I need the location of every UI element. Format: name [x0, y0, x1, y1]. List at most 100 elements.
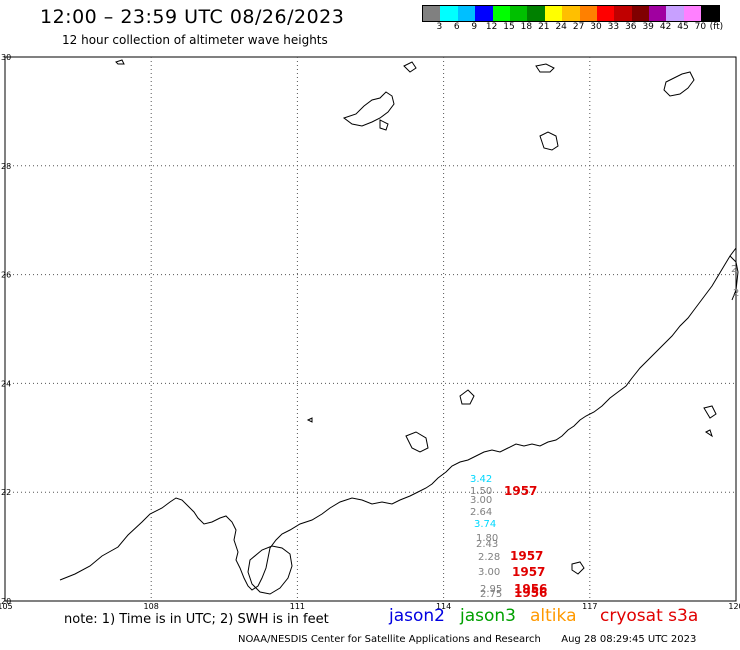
legend-label: 15: [503, 22, 515, 32]
legend-swatch: [509, 6, 528, 21]
legend-swatch: [423, 6, 441, 21]
wave-height-value: 2.28: [478, 552, 500, 563]
timestamp: Aug 28 08:29:45 UTC 2023: [561, 634, 697, 645]
legend-swatch: [649, 6, 667, 21]
legend-labels: 3 6 9 12 15 18 21 24 27 30 33 36 39 42 45 70 (ft): [422, 22, 740, 34]
wave-height-value: 2.64: [470, 507, 492, 518]
chart-subtitle: 12 hour collection of altimeter wave hei…: [62, 33, 328, 47]
legend-unit: (ft): [709, 22, 724, 32]
grid-lines: [5, 57, 736, 601]
legend-label: 42: [659, 22, 672, 32]
legend-label: 27: [572, 22, 585, 32]
legend-label: 24: [555, 22, 567, 32]
legend-swatch: [475, 6, 493, 21]
island-2: [703, 405, 717, 419]
legend-label: 33: [607, 22, 620, 32]
island-5: [705, 429, 713, 438]
island-1: [459, 389, 475, 405]
estuary: [405, 431, 429, 453]
lat-label: 30: [1, 53, 11, 62]
wave-height-value: 2.43: [476, 539, 498, 550]
island-3: [571, 561, 585, 575]
lon-label: 114: [436, 602, 451, 611]
hainan-island: [247, 545, 293, 595]
lon-label: 117: [582, 602, 597, 611]
lat-label: 24: [1, 379, 11, 388]
lon-label: 105: [0, 602, 13, 611]
legend-swatch: [457, 6, 476, 21]
lon-label: 111: [290, 602, 305, 611]
legend-swatch: [631, 6, 650, 21]
legend-label: 70: [694, 22, 707, 32]
lake-3: [539, 131, 559, 151]
lake-5: [403, 61, 417, 73]
wave-height-value: 3.74: [474, 519, 496, 530]
legend-label: 39: [642, 22, 654, 32]
lat-label: 20: [1, 597, 11, 606]
lake-2: [379, 119, 389, 131]
legend-label: 36: [625, 22, 637, 32]
legend-label: 9: [471, 22, 478, 32]
legend-swatch: [596, 6, 615, 21]
wave-height-value: 1.80: [476, 533, 498, 544]
pass-time: 1957: [512, 565, 545, 579]
pass-time: 1957: [504, 484, 537, 498]
lon-label: 108: [144, 602, 159, 611]
edge-value: 2: [733, 288, 739, 299]
edge-value: 2: [731, 264, 737, 275]
legend-swatch: [562, 6, 580, 21]
legend-swatch: [440, 6, 458, 21]
wave-height-value: 1.50: [470, 486, 492, 497]
wave-height-value: 3.00: [478, 567, 500, 578]
credit-line: NOAA/NESDIS Center for Satellite Applica…: [238, 634, 696, 645]
coastline: [4, 59, 739, 601]
lake-1: [342, 91, 395, 127]
legend-swatch: [544, 6, 563, 21]
pass-time: 1956: [514, 586, 547, 600]
wave-height-value: 3.42: [470, 474, 492, 485]
satellite-jason2: jason2: [389, 606, 445, 626]
legend-label: 45: [677, 22, 689, 32]
lake-7: [115, 59, 125, 65]
legend-label: 18: [520, 22, 533, 32]
taiwan-coast: [729, 255, 739, 301]
pass-time: 1956: [514, 582, 547, 596]
footnote: note: 1) Time is in UTC; 2) SWH is in fe…: [64, 612, 329, 627]
satellite-cryosat-s3a: cryosat s3a: [600, 606, 699, 626]
pass-time: 1957: [510, 549, 543, 563]
legend-swatch: [614, 6, 632, 21]
legend-swatch: [579, 6, 597, 21]
satellite-jason3: jason3: [460, 606, 516, 626]
legend-swatch: [683, 6, 702, 21]
legend-swatch: [701, 6, 719, 21]
legend-label: 21: [538, 22, 550, 32]
map-frame: [4, 56, 737, 602]
edge-labels: 22: [731, 264, 739, 299]
legend-label: 12: [485, 22, 498, 32]
legend-swatch: [666, 6, 684, 21]
island-4: [306, 417, 313, 423]
lake-6: [535, 63, 555, 73]
legend-label: 3: [436, 22, 443, 32]
legend-swatch: [527, 6, 545, 21]
wave-height-value: 3.00: [470, 495, 492, 506]
credit-text: NOAA/NESDIS Center for Satellite Applica…: [238, 634, 541, 645]
legend-label: 6: [453, 22, 460, 32]
wave-height-observations: 3.421.503.002.643.741.802.432.283.002.95…: [470, 474, 502, 600]
lon-label: 120: [728, 602, 740, 611]
lat-label: 28: [1, 162, 11, 171]
legend-label: 30: [590, 22, 602, 32]
latitude-labels: 30 28 26 24 22 20: [1, 53, 11, 606]
lat-label: 26: [1, 271, 11, 280]
lat-label: 22: [1, 488, 11, 497]
mainland-coast: [4, 247, 737, 601]
color-legend: [422, 5, 720, 22]
satellite-altika: altika: [530, 606, 577, 626]
legend-swatch: [492, 6, 510, 21]
wave-height-value: 2.95: [480, 584, 502, 595]
lake-4: [663, 71, 695, 97]
chart-title: 12:00 – 23:59 UTC 08/26/2023: [40, 6, 345, 28]
